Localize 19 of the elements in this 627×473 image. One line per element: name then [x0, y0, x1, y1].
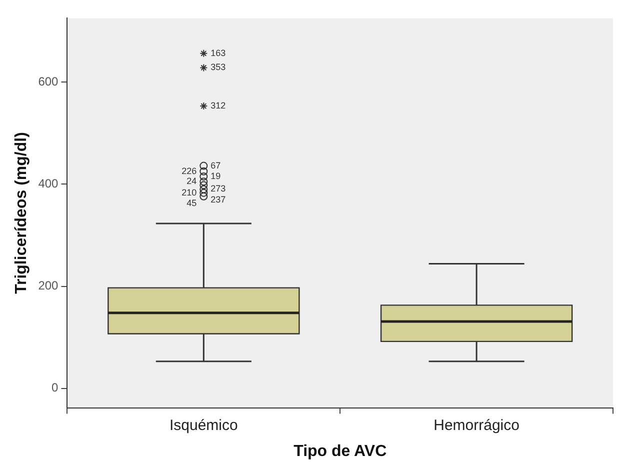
annotation: 24 — [186, 176, 197, 186]
y-axis-title: Triglicerídeos (mg/dl) — [13, 132, 30, 294]
annotation: 45 — [186, 198, 197, 208]
x-tick-label: Isquémico — [169, 416, 238, 434]
x-tick-label: Hemorrágico — [434, 416, 520, 434]
annotation: 237 — [210, 194, 226, 204]
annotation: 273 — [210, 184, 226, 194]
y-tick-label: 200 — [38, 278, 59, 293]
y-tick-label: 400 — [38, 176, 59, 190]
annotation: 210 — [182, 188, 197, 198]
y-tick-label: 0 — [52, 380, 59, 395]
x-axis-title: Tipo de AVC — [294, 442, 388, 460]
annotation: 353 — [210, 62, 226, 72]
annotation: 67 — [210, 160, 221, 170]
annotation: 312 — [210, 100, 226, 111]
annotation: 19 — [210, 170, 221, 181]
annotation: 163 — [210, 48, 226, 58]
annotation: 226 — [182, 166, 197, 176]
y-tick-label: 600 — [38, 74, 59, 88]
